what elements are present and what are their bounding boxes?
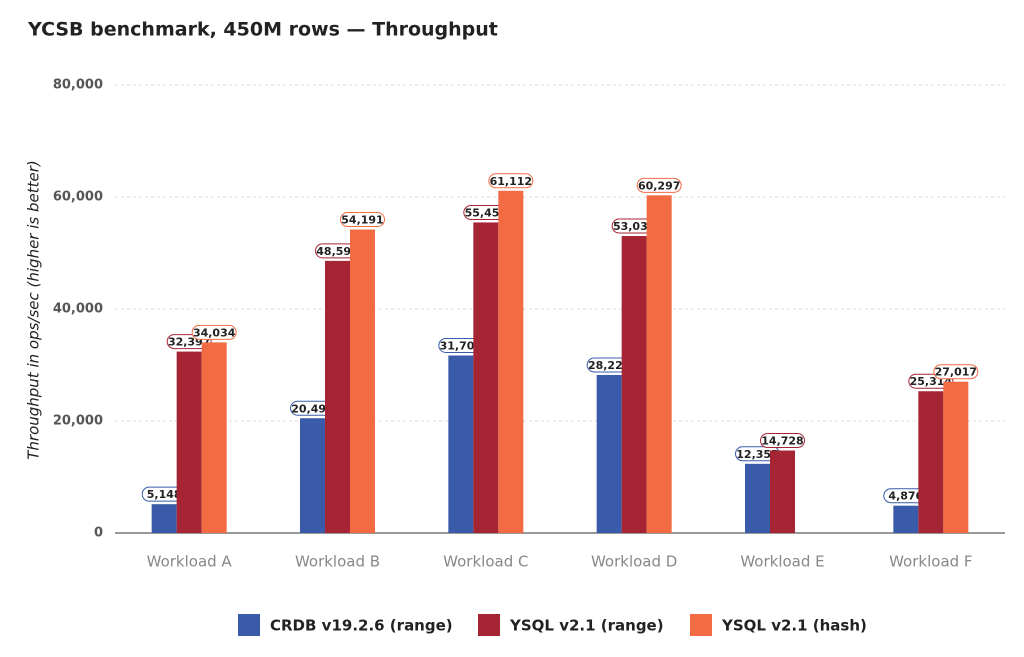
bar — [646, 195, 672, 534]
bar — [745, 463, 770, 533]
x-tick-label: Workload F — [889, 553, 972, 571]
x-tick-label: Workload A — [147, 553, 233, 571]
bar — [621, 236, 647, 534]
bar — [596, 374, 622, 533]
y-tick-label: 80,000 — [53, 78, 103, 93]
bar — [350, 229, 375, 533]
bar — [498, 190, 524, 533]
y-tick-label: 60,000 — [53, 190, 103, 205]
value-label-box — [760, 433, 805, 449]
value-label-box — [340, 212, 385, 228]
value-label: 61,112 — [490, 175, 532, 188]
value-label: 34,034 — [193, 326, 236, 339]
value-label: 53,034 — [613, 220, 656, 233]
legend-swatch — [690, 614, 712, 636]
value-label: 27,017 — [935, 366, 977, 379]
value-label: 60,297 — [638, 179, 680, 192]
value-label-box — [933, 364, 979, 380]
x-tick-label: Workload C — [443, 553, 528, 571]
value-label: 54,191 — [341, 214, 383, 227]
legend-label: YSQL v2.1 (hash) — [721, 617, 867, 635]
bar — [770, 450, 795, 533]
value-label-box — [488, 173, 534, 189]
y-axis-title: Throughput in ops/sec (higher is better) — [25, 160, 43, 460]
bar — [943, 381, 969, 533]
bar — [325, 260, 350, 533]
legend-swatch — [238, 614, 260, 636]
value-label: 28,222 — [588, 359, 630, 372]
chart-title: YCSB benchmark, 450M rows — Throughput — [27, 19, 498, 41]
value-label: 48,597 — [316, 245, 358, 258]
value-label: 14,728 — [761, 435, 803, 448]
x-tick-label: Workload B — [295, 553, 380, 571]
x-tick-label: Workload E — [740, 553, 824, 571]
value-label-box — [636, 177, 682, 193]
y-tick-label: 40,000 — [53, 302, 103, 317]
bar — [918, 391, 944, 533]
y-tick-label: 20,000 — [53, 414, 103, 429]
bar — [201, 342, 227, 533]
value-label: 31,700 — [440, 339, 483, 352]
bar — [473, 222, 499, 533]
y-tick-label: 0 — [94, 526, 103, 541]
value-label: 55,457 — [465, 206, 507, 219]
value-label: 20,491 — [291, 402, 333, 415]
value-label: 12,355 — [736, 448, 778, 461]
value-label: 5,148 — [147, 488, 182, 501]
value-label: 4,876 — [888, 490, 923, 503]
value-label-box — [191, 324, 237, 340]
bar — [893, 505, 919, 533]
legend-swatch — [478, 614, 500, 636]
bar — [300, 418, 325, 533]
legend-label: CRDB v19.2.6 (range) — [270, 617, 453, 635]
legend-label: YSQL v2.1 (range) — [509, 617, 664, 635]
bar — [151, 504, 177, 533]
x-tick-label: Workload D — [591, 553, 677, 571]
bar — [176, 351, 202, 533]
bar — [448, 355, 474, 533]
